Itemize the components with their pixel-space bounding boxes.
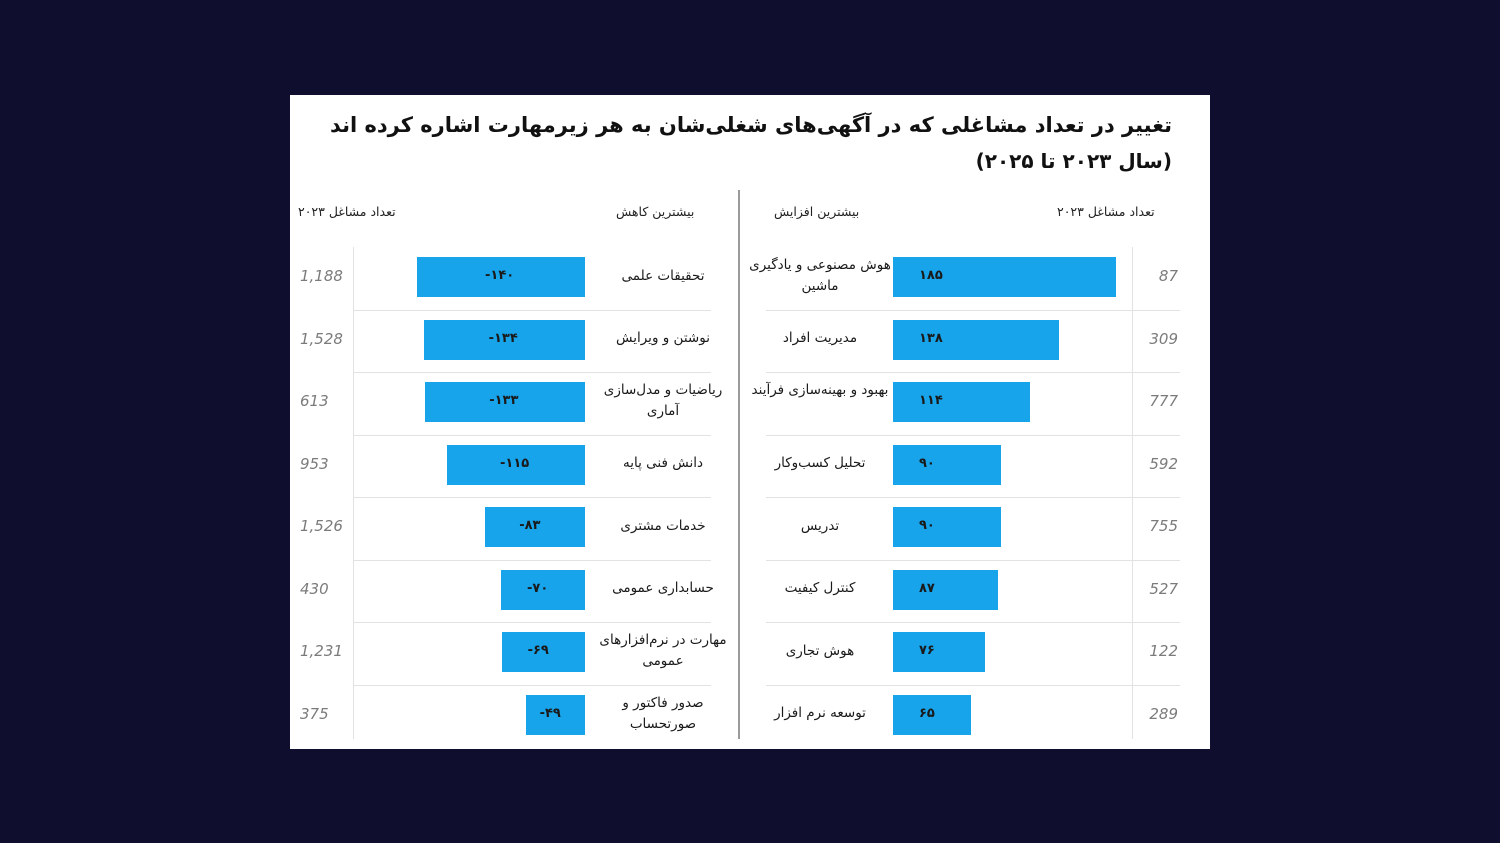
right-count-divider [1132, 247, 1133, 739]
increase-bar-value: ۹۰ [919, 455, 935, 471]
increase-label: بهبود و بهینه‌سازی فرآیند [751, 382, 889, 399]
decrease-label: دانش فنی پایه [623, 455, 703, 472]
decrease-bar-value: -۷۰ [527, 580, 549, 596]
increase-count-2023: 309 [1149, 329, 1178, 348]
decrease-bar [417, 257, 585, 298]
row-separator-left [353, 372, 711, 373]
increase-label: هوش تجاری [785, 642, 855, 659]
decrease-bar [447, 444, 585, 485]
decrease-count-2023: 1,526 [300, 517, 343, 536]
row-separator-left [353, 497, 711, 498]
decrease-bar-value: -۴۹ [539, 705, 561, 721]
row-separator-left [353, 309, 711, 311]
increase-bar-value: ۸۷ [919, 580, 935, 596]
increase-count-2023: 777 [1149, 392, 1178, 411]
increase-bar [893, 569, 998, 610]
header-decrease: بیشترین کاهش [616, 204, 695, 219]
left-count-divider [353, 247, 354, 739]
row-separator-right [766, 309, 1180, 311]
increase-bar-value: ۱۳۸ [919, 330, 943, 346]
increase-label: تحلیل کسب‌وکار [774, 455, 866, 472]
header-increase: بیشترین افزایش [774, 204, 860, 219]
header-right-count: تعداد مشاغل ۲۰۲۳ [1057, 204, 1155, 219]
increase-count-2023: 527 [1149, 579, 1178, 598]
increase-count-2023: 289 [1149, 704, 1178, 723]
increase-bar-value: ۶۵ [919, 705, 935, 721]
header-left-count: تعداد مشاغل ۲۰۲۳ [298, 204, 396, 219]
increase-bar [893, 444, 1002, 485]
chart-card: تغییر در تعداد مشاغلی که در آگهی‌های شغل… [290, 95, 1210, 749]
increase-bar [893, 632, 985, 673]
decrease-bar-value: -۱۱۵ [500, 455, 530, 471]
decrease-bar-value: -۱۴۰ [485, 268, 515, 284]
row-separator-right [766, 559, 1180, 561]
row-separator-left [353, 622, 711, 623]
row-separator-right [766, 372, 1180, 373]
decrease-count-2023: 953 [300, 454, 329, 473]
row-separator-right [766, 434, 1180, 436]
increase-label: هوش مصنوعی و یادگیری ماشین [749, 257, 891, 295]
increase-bar-value: ۱۱۴ [919, 393, 943, 409]
decrease-bar [501, 569, 585, 610]
increase-label: توسعه نرم افزار [774, 705, 866, 722]
decrease-bar [502, 632, 585, 673]
increase-bar [893, 319, 1060, 360]
row-separator-right [766, 622, 1180, 623]
row-separator-left [353, 684, 711, 686]
decrease-bar-value: -۱۳۳ [489, 393, 519, 409]
decrease-bar [526, 694, 585, 735]
row-separator-left [353, 434, 711, 436]
decrease-count-2023: 613 [300, 392, 329, 411]
center-divider [738, 190, 740, 739]
row-separator-right [766, 684, 1180, 686]
increase-bar [893, 507, 1002, 548]
decrease-label: نوشتن و ویرایش [616, 330, 710, 347]
chart-title: تغییر در تعداد مشاغلی که در آگهی‌های شغل… [329, 113, 1172, 137]
increase-bar [893, 257, 1116, 298]
decrease-bar-value: -۸۳ [519, 518, 541, 534]
decrease-bar-value: -۶۹ [527, 643, 549, 659]
chart-subtitle: (سال ۲۰۲۳ تا ۲۰۲۵) [975, 149, 1172, 173]
decrease-bar [425, 382, 585, 423]
decrease-bar-value: -۱۳۴ [488, 330, 518, 346]
row-separator-right [766, 497, 1180, 498]
decrease-label: ریاضیات و مدل‌سازی آماری [603, 382, 723, 420]
increase-bar-value: ۱۸۵ [919, 268, 943, 284]
increase-count-2023: 592 [1149, 454, 1178, 473]
decrease-count-2023: 1,528 [300, 329, 343, 348]
decrease-label: مهارت در نرم‌افزارهای عمومی [599, 632, 727, 670]
row-separator-left [353, 559, 711, 561]
increase-count-2023: 122 [1149, 642, 1178, 661]
decrease-count-2023: 1,231 [300, 642, 343, 661]
increase-count-2023: 755 [1149, 517, 1178, 536]
increase-label: مدیریت افراد [782, 330, 858, 347]
increase-bar-value: ۷۶ [919, 643, 935, 659]
decrease-label: تحقیقات علمی [621, 267, 705, 284]
decrease-count-2023: 430 [300, 579, 329, 598]
decrease-bar [485, 507, 585, 548]
increase-bar [893, 694, 972, 735]
decrease-count-2023: 1,188 [300, 267, 343, 286]
increase-label: کنترل کیفیت [784, 580, 856, 597]
increase-label: تدریس [800, 517, 840, 534]
decrease-label: خدمات مشتری [620, 517, 706, 534]
increase-bar-value: ۹۰ [919, 518, 935, 534]
increase-bar [893, 382, 1031, 423]
decrease-label: حسابداری عمومی [612, 580, 714, 597]
increase-count-2023: 87 [1158, 267, 1178, 286]
decrease-count-2023: 375 [300, 704, 329, 723]
decrease-label: صدور فاکتور و صورتحساب [622, 694, 704, 732]
decrease-bar [424, 319, 585, 360]
